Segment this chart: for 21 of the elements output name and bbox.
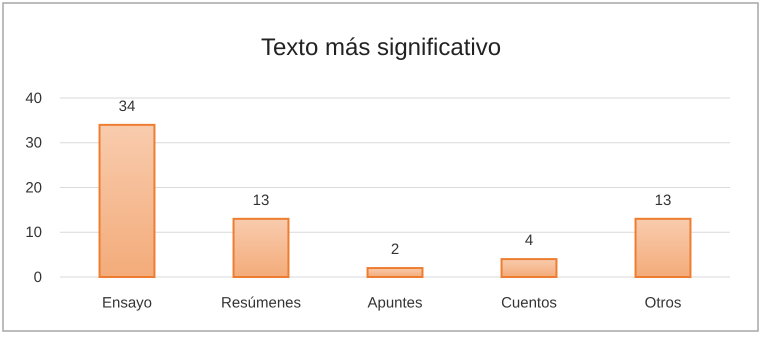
data-label: 4 (524, 232, 534, 250)
bar (232, 218, 290, 278)
x-tick-label: Resúmenes (220, 294, 302, 312)
bar (98, 124, 156, 278)
data-label: 2 (390, 241, 400, 258)
x-tick-label: Ensayo (102, 294, 152, 312)
y-tick-label: 20 (25, 179, 42, 196)
bar (500, 258, 558, 278)
data-label: 13 (654, 192, 672, 209)
chart-title: Texto más significativo (260, 34, 502, 61)
y-tick-label: 30 (25, 134, 42, 152)
y-tick-label: 40 (25, 90, 42, 107)
y-tick-label: 0 (34, 268, 42, 286)
x-tick-label: Cuentos (501, 294, 557, 312)
x-tick-label: Apuntes (367, 294, 423, 312)
x-tick-label: Otros (644, 294, 682, 312)
data-label: 13 (252, 192, 270, 209)
bar (366, 267, 424, 278)
bar (634, 218, 692, 278)
data-label: 34 (118, 98, 136, 115)
y-tick-label: 10 (25, 224, 42, 242)
